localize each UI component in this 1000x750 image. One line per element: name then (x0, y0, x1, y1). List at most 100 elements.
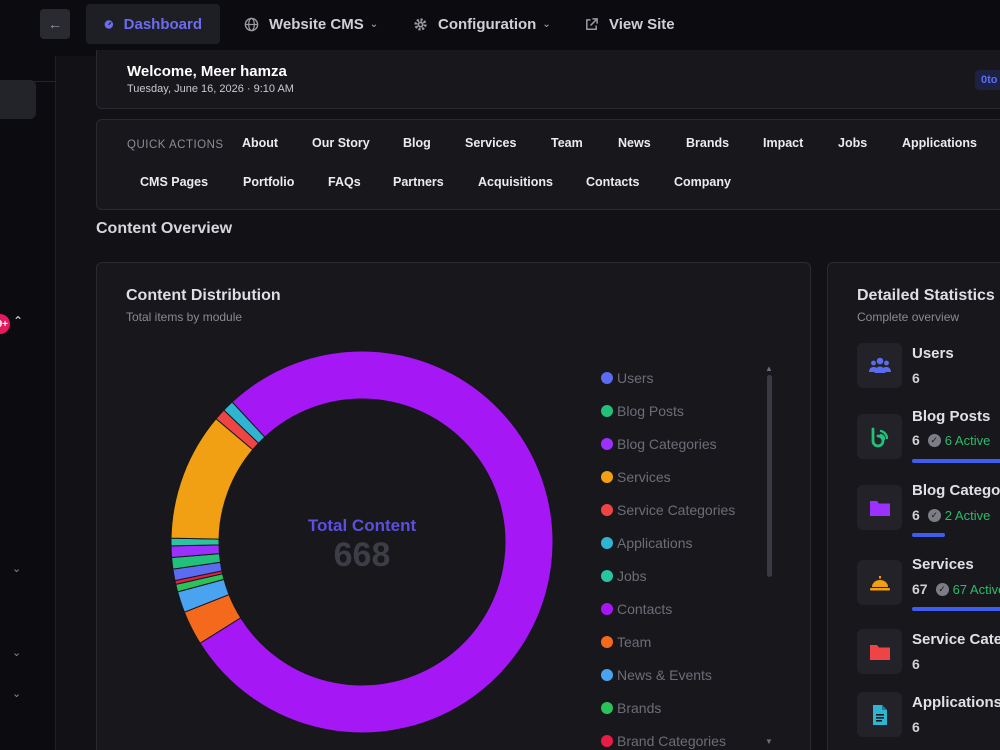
legend-label: Brand Categories (617, 733, 726, 749)
legend-label: Service Categories (617, 502, 735, 518)
quick-link-impact[interactable]: Impact (763, 136, 803, 150)
nav-dashboard-label: Dashboard (124, 16, 202, 33)
quick-link-brands[interactable]: Brands (686, 136, 729, 150)
stat-blog-posts-active: ✓ 6 Active (928, 433, 991, 448)
nav-view-site-label: View Site (609, 16, 675, 33)
welcome-title: Welcome, Meer hamza (127, 63, 287, 80)
legend-scrollbar[interactable] (767, 375, 772, 577)
chevron-down-icon[interactable]: ⌄ (12, 562, 21, 575)
donut-center-value: 668 (262, 536, 462, 575)
legend-item-users[interactable]: Users (601, 370, 654, 386)
legend-dot (601, 372, 613, 384)
legend-item-service-categories[interactable]: Service Categories (601, 502, 735, 518)
legend-item-team[interactable]: Team (601, 634, 651, 650)
sidebar-item-active[interactable] (0, 80, 36, 119)
distribution-title: Content Distribution (126, 287, 281, 305)
legend-label: Blog Categories (617, 436, 717, 452)
stat-blog-posts-icon-box (857, 414, 902, 459)
globe-icon (244, 17, 259, 32)
legend-label: Users (617, 370, 654, 386)
stat-applications-name: Applications (912, 694, 1000, 711)
nav-dashboard[interactable]: Dashboard (86, 4, 220, 44)
legend-dot (601, 471, 613, 483)
quick-actions-label: QUICK ACTIONS (127, 139, 224, 151)
stat-blog-categories-icon-box (857, 485, 902, 530)
legend-scroll-up-icon[interactable]: ▲ (765, 364, 773, 373)
stat-blog-posts-name: Blog Posts (912, 408, 990, 425)
stat-services-active-label: 67 Active (953, 582, 1000, 597)
nav-view-site[interactable]: View Site (566, 4, 693, 44)
folder-icon (868, 496, 892, 520)
quick-link-acquisitions[interactable]: Acquisitions (478, 175, 553, 189)
quick-link-faqs[interactable]: FAQs (328, 175, 361, 189)
legend-item-jobs[interactable]: Jobs (601, 568, 647, 584)
legend-item-applications[interactable]: Applications (601, 535, 693, 551)
check-circle-icon: ✓ (928, 434, 941, 447)
legend-dot (601, 669, 613, 681)
legend-dot (601, 735, 613, 747)
nav-configuration[interactable]: Configuration ⌄ (395, 4, 569, 44)
quick-link-partners[interactable]: Partners (393, 175, 444, 189)
legend-dot (601, 702, 613, 714)
stat-blog-categories-active: ✓ 2 Active (928, 508, 991, 523)
stats-subtitle: Complete overview (857, 310, 959, 324)
legend-item-brand-categories[interactable]: Brand Categories (601, 733, 726, 749)
legend-item-services[interactable]: Services (601, 469, 671, 485)
nav-website-cms[interactable]: Website CMS ⌄ (226, 4, 396, 44)
quick-link-portfolio[interactable]: Portfolio (243, 175, 294, 189)
chevron-down-icon[interactable]: ⌄ (12, 646, 21, 659)
stat-service-categories-name: Service Categories (912, 631, 1000, 648)
legend-item-brands[interactable]: Brands (601, 700, 661, 716)
quick-link-cms-pages[interactable]: CMS Pages (140, 175, 208, 189)
stat-service-categories-count: 6 (912, 656, 920, 672)
legend-item-contacts[interactable]: Contacts (601, 601, 672, 617)
quick-link-company[interactable]: Company (674, 175, 731, 189)
legend-item-blog-categories[interactable]: Blog Categories (601, 436, 717, 452)
quick-link-jobs[interactable]: Jobs (838, 136, 867, 150)
quick-link-team[interactable]: Team (551, 136, 583, 150)
quick-link-applications[interactable]: Applications (902, 136, 977, 150)
legend-item-news-events[interactable]: News & Events (601, 667, 712, 683)
stat-services-name: Services (912, 556, 974, 573)
legend-label: News & Events (617, 667, 712, 683)
collapse-sidebar-button[interactable]: ← (40, 9, 70, 39)
stat-blog-categories-name: Blog Categories (912, 482, 1000, 499)
stat-service-categories-icon-box (857, 629, 902, 674)
legend-dot (601, 636, 613, 648)
blog-icon (868, 425, 892, 449)
legend-dot (601, 537, 613, 549)
arrow-left-icon: ← (48, 16, 62, 32)
stat-applications-count: 6 (912, 719, 920, 735)
quick-link-blog[interactable]: Blog (403, 136, 431, 150)
service-bell-icon (868, 571, 892, 595)
stat-services-count: 67 ✓67 Active (912, 581, 1000, 597)
chevron-up-icon[interactable]: ⌃ (13, 314, 23, 328)
gear-icon (413, 17, 428, 32)
quick-link-services[interactable]: Services (465, 136, 516, 150)
quick-link-contacts[interactable]: Contacts (586, 175, 639, 189)
quick-link-our-story[interactable]: Our Story (312, 136, 370, 150)
legend-dot (601, 438, 613, 450)
stat-applications-icon-box (857, 692, 902, 737)
legend-dot (601, 504, 613, 516)
legend-label: Team (617, 634, 651, 650)
stat-blog-posts-progress (912, 459, 1000, 463)
chevron-down-icon[interactable]: ⌄ (12, 687, 21, 700)
stat-blog-categories-count: 6 ✓ 2 Active (912, 507, 990, 523)
welcome-date: Tuesday, June 16, 2026 · 9:10 AM (127, 83, 294, 95)
detailed-statistics-card (827, 262, 1000, 750)
legend-label: Blog Posts (617, 403, 684, 419)
stats-title: Detailed Statistics (857, 287, 995, 305)
legend-label: Applications (617, 535, 693, 551)
stat-blog-posts-count-value: 6 (912, 432, 920, 448)
sidebar: 9+ ⌃ ⌄ ⌄ ⌄ (0, 56, 56, 750)
legend-label: Services (617, 469, 671, 485)
legend-scroll-down-icon[interactable]: ▼ (765, 737, 773, 746)
notification-badge: 9+ (0, 314, 10, 334)
quick-link-about[interactable]: About (242, 136, 278, 150)
users-icon (868, 354, 892, 378)
legend-item-blog-posts[interactable]: Blog Posts (601, 403, 684, 419)
quick-link-news[interactable]: News (618, 136, 651, 150)
chevron-down-icon: ⌄ (542, 19, 550, 30)
top-navbar: ← Dashboard Website CMS ⌄ Configuration … (0, 0, 1000, 56)
